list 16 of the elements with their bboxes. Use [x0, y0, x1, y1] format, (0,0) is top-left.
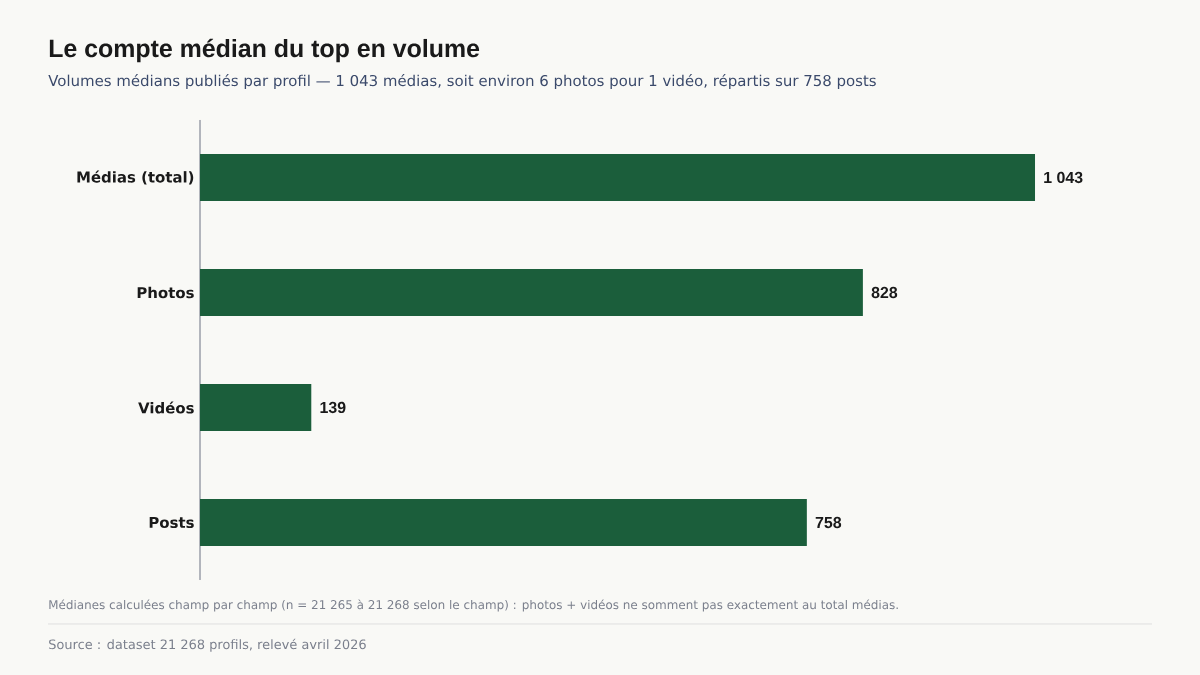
- bar: [200, 153, 1036, 201]
- chart-title: Le compte médian du top en volume: [49, 38, 480, 63]
- source-note: Source : dataset 21 268 profils, relevé avril 2026: [49, 638, 366, 652]
- data-label: 1 043: [1044, 171, 1083, 184]
- data-label: 828: [871, 286, 898, 299]
- bar: [200, 268, 863, 316]
- bar: [200, 498, 807, 546]
- data-label: 758: [815, 516, 842, 529]
- y-tick-label: Médias (total): [77, 170, 194, 185]
- y-tick-label: Photos: [137, 286, 194, 299]
- text: Médianes calculées champ par champ (n = 21 265 à 21 268 selon le champ) : photos + vidéos ne somment pas exactement au total médias.: [49, 599, 898, 612]
- bar: [200, 383, 312, 431]
- y-tick-label: Posts: [149, 516, 194, 529]
- data-label: 139: [320, 401, 346, 414]
- chart-subtitle: Volumes médians publiés par profil — 1 043 médias, soit environ 6 photos pour 1 vidéo, répartis sur 758 posts: [48, 74, 876, 90]
- y-tick-label: Vidéos: [138, 401, 194, 414]
